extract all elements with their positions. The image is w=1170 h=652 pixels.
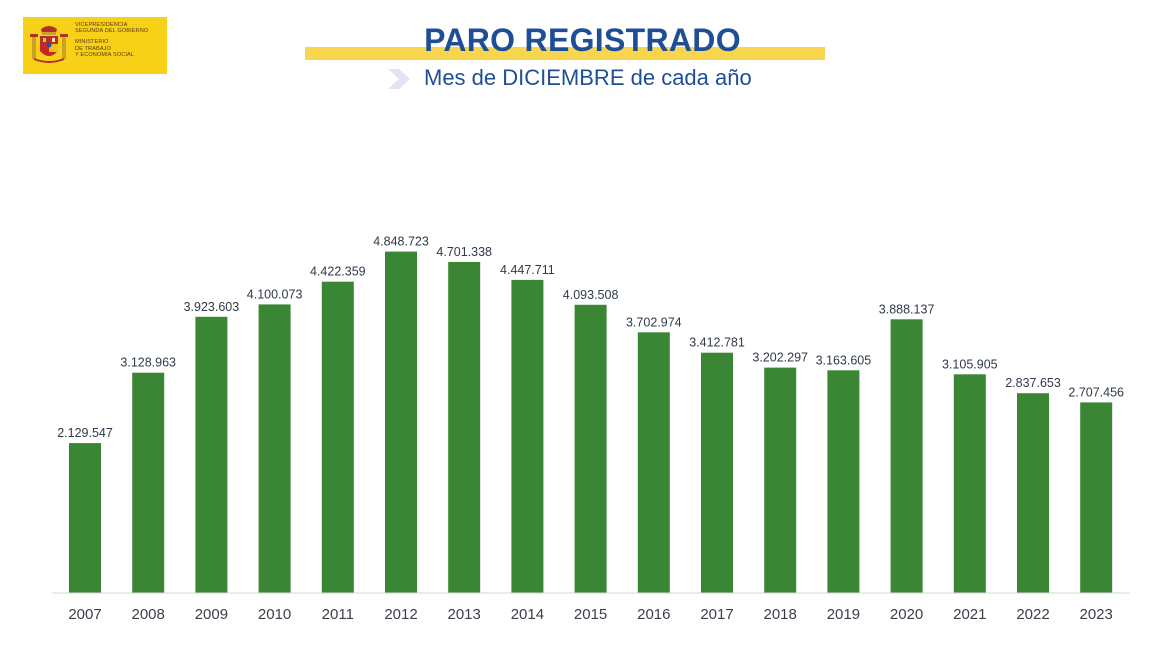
value-label-2017: 3.412.781 xyxy=(689,336,745,350)
x-tick-label-2019: 2019 xyxy=(827,606,860,623)
value-label-2018: 3.202.297 xyxy=(752,351,808,365)
bar-2019 xyxy=(827,370,860,593)
bar-2021 xyxy=(953,374,986,593)
x-tick-label-2016: 2016 xyxy=(637,606,670,623)
bar-2023 xyxy=(1080,402,1113,593)
bar-2008 xyxy=(132,372,165,593)
x-tick-label-2015: 2015 xyxy=(574,606,607,623)
value-label-2008: 3.128.963 xyxy=(120,356,176,370)
x-tick-label-2010: 2010 xyxy=(258,606,291,623)
x-tick-label-2017: 2017 xyxy=(700,606,733,623)
logo-line: SEGUNDA DEL GOBIERNO xyxy=(75,28,149,35)
value-label-2013: 4.701.338 xyxy=(436,245,492,259)
value-label-2012: 4.848.723 xyxy=(373,235,429,249)
x-tick-label-2007: 2007 xyxy=(68,606,101,623)
bars-group xyxy=(69,251,1113,593)
bar-2016 xyxy=(637,332,670,593)
value-label-2015: 4.093.508 xyxy=(563,288,619,302)
page-subtitle: Mes de DICIEMBRE de cada año xyxy=(424,65,752,90)
government-logo: VICEPRESIDENCIA SEGUNDA DEL GOBIERNO MIN… xyxy=(23,17,167,74)
x-tick-label-2008: 2008 xyxy=(132,606,165,623)
bar-2011 xyxy=(321,281,354,593)
bar-2015 xyxy=(574,304,607,593)
page-title: PARO REGISTRADO xyxy=(424,22,741,58)
value-label-2010: 4.100.073 xyxy=(247,287,303,301)
value-label-2009: 3.923.603 xyxy=(184,300,240,314)
x-tick-label-2018: 2018 xyxy=(764,606,797,623)
bar-2018 xyxy=(764,367,797,593)
value-label-2007: 2.129.547 xyxy=(57,426,113,440)
x-tick-label-2020: 2020 xyxy=(890,606,923,623)
bar-2010 xyxy=(258,304,291,593)
value-label-2011: 4.422.359 xyxy=(310,265,366,279)
value-label-2021: 3.105.905 xyxy=(942,357,998,371)
value-label-2016: 3.702.974 xyxy=(626,315,682,329)
bar-2022 xyxy=(1017,393,1049,593)
bar-2012 xyxy=(385,251,417,593)
bar-2009 xyxy=(195,316,228,593)
chevron-right-icon xyxy=(388,69,410,89)
logo-line: Y ECONOMÍA SOCIAL xyxy=(75,51,135,58)
x-tick-labels-group: 2007 2008 2009 2010 2011 2012 2013 2014 2015 2016… xyxy=(68,606,1113,623)
x-tick-label-2013: 2013 xyxy=(448,606,481,623)
value-labels-group: 2.129.547 3.128.963 3.923.603 4.100.073 4.42… xyxy=(57,235,1124,441)
x-tick-label-2009: 2009 xyxy=(195,606,228,623)
bar-2013 xyxy=(448,262,481,593)
bar-2014 xyxy=(511,279,544,593)
x-tick-label-2011: 2011 xyxy=(322,606,354,623)
bar-2017 xyxy=(701,352,733,593)
value-label-2019: 3.163.605 xyxy=(816,353,872,367)
value-label-2020: 3.888.137 xyxy=(879,302,935,316)
value-label-2023: 2.707.456 xyxy=(1068,385,1124,399)
logo-line: DE TRABAJO xyxy=(75,45,112,52)
x-tick-label-2012: 2012 xyxy=(384,606,417,623)
x-tick-label-2021: 2021 xyxy=(953,606,986,623)
spain-coat-of-arms-icon xyxy=(30,26,68,63)
x-tick-label-2022: 2022 xyxy=(1016,606,1049,623)
x-tick-label-2023: 2023 xyxy=(1080,606,1113,623)
ministry-name: VICEPRESIDENCIA SEGUNDA DEL GOBIERNO MIN… xyxy=(75,22,148,58)
value-label-2014: 4.447.711 xyxy=(500,263,555,277)
title-underline xyxy=(305,47,825,60)
value-label-2022: 2.837.653 xyxy=(1005,376,1061,390)
logo-line: MINISTERIO xyxy=(75,39,109,46)
bar-2007 xyxy=(69,443,101,593)
bar-2020 xyxy=(890,319,923,593)
logo-line: VICEPRESIDENCIA xyxy=(75,22,128,28)
x-tick-label-2014: 2014 xyxy=(511,606,544,623)
